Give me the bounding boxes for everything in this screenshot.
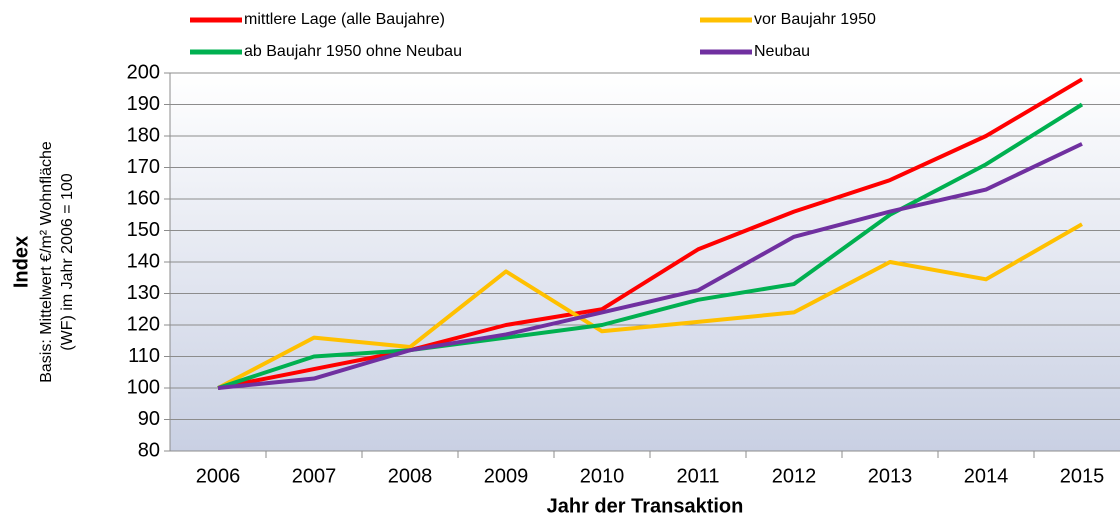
y-tick-label: 100 xyxy=(127,376,160,398)
y-tick-label: 160 xyxy=(127,187,160,209)
x-axis-label: Jahr der Transaktion xyxy=(547,495,744,517)
y-axis-label: Index xyxy=(10,236,32,288)
y-tick-label: 140 xyxy=(127,250,160,272)
series-line xyxy=(217,77,1084,390)
y-tick-label: 120 xyxy=(127,313,160,335)
x-tick-label: 2014 xyxy=(964,465,1009,487)
x-tick-label: 2013 xyxy=(868,465,913,487)
legend-label: mittlere Lage (alle Baujahre) xyxy=(244,11,445,28)
y-tick-label: 200 xyxy=(127,61,160,83)
x-tick-label: 2011 xyxy=(676,465,719,487)
x-tick-label: 2012 xyxy=(772,465,817,487)
legend-label: Neubau xyxy=(754,43,810,60)
y-tick-label: 190 xyxy=(127,93,160,115)
x-tick-label: 2009 xyxy=(484,465,529,487)
y-axis-sublabel: (WF) im Jahr 2006 = 100 xyxy=(59,173,76,351)
y-tick-label: 110 xyxy=(128,345,160,367)
x-tick-label: 2010 xyxy=(580,465,625,487)
series-line xyxy=(217,102,1084,390)
x-tick-label: 2008 xyxy=(388,465,433,487)
y-tick-label: 170 xyxy=(127,156,160,178)
y-axis-sublabel: Basis: Mittelwert €/m² Wohnfläche xyxy=(38,141,55,383)
y-tick-label: 150 xyxy=(127,219,160,241)
series-line xyxy=(217,142,1083,390)
legend-label: vor Baujahr 1950 xyxy=(754,11,876,28)
y-tick-label: 180 xyxy=(127,124,160,146)
x-tick-label: 2015 xyxy=(1060,465,1105,487)
series-line xyxy=(217,222,1083,390)
x-tick-label: 2007 xyxy=(292,465,337,487)
y-tick-label: 130 xyxy=(127,282,160,304)
legend-label: ab Baujahr 1950 ohne Neubau xyxy=(244,43,462,60)
y-tick-label: 90 xyxy=(138,408,160,430)
x-tick-label: 2006 xyxy=(196,465,241,487)
y-tick-label: 80 xyxy=(138,439,160,461)
